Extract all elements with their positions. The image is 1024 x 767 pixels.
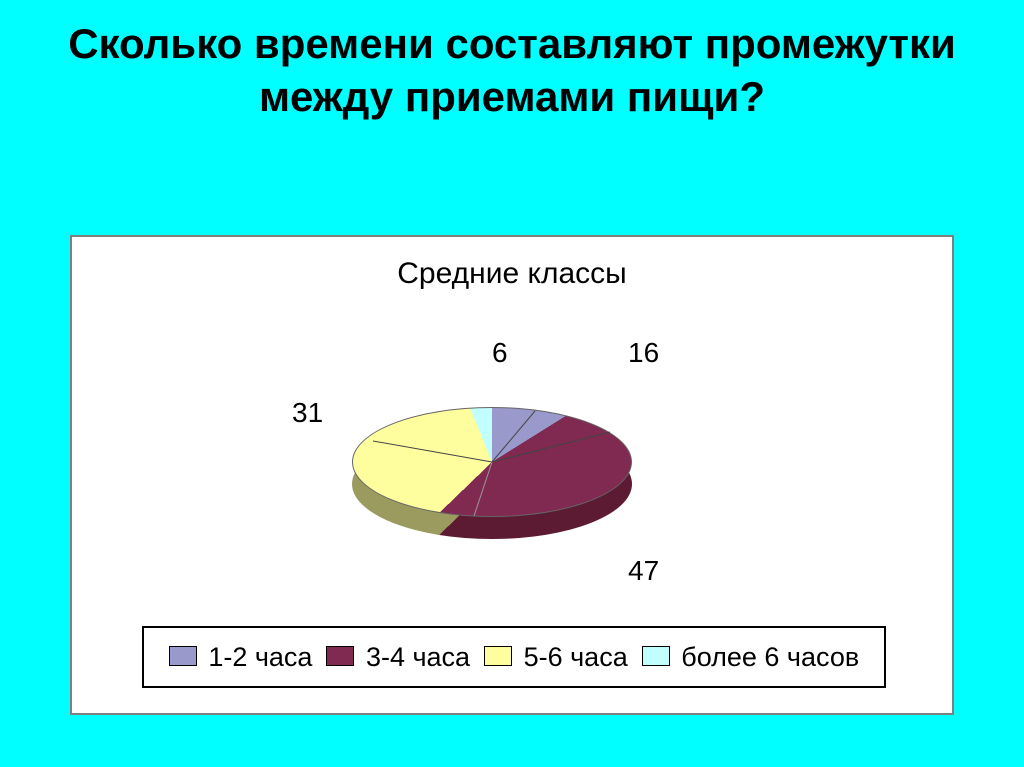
legend-swatch-0 (169, 646, 197, 666)
value-label-47: 47 (628, 555, 659, 587)
legend-item-1: 3-4 часа (326, 642, 470, 673)
legend-label-1: 3-4 часа (366, 642, 470, 672)
legend-label-0: 1-2 часа (208, 642, 312, 672)
value-label-31: 31 (292, 397, 323, 429)
legend-swatch-1 (326, 646, 354, 666)
value-label-6: 6 (492, 337, 508, 369)
legend-label-3: более 6 часов (681, 642, 859, 672)
legend-swatch-2 (484, 646, 512, 666)
pie-chart (352, 407, 632, 547)
chart-panel: Средние классы 16 47 31 6 1-2 часа 3-4 ч… (70, 235, 954, 715)
legend-item-2: 5-6 часа (484, 642, 628, 673)
legend-item-3: более 6 часов (642, 642, 859, 673)
legend-swatch-3 (642, 646, 670, 666)
legend-label-2: 5-6 часа (524, 642, 628, 672)
legend-item-0: 1-2 часа (169, 642, 313, 673)
legend: 1-2 часа 3-4 часа 5-6 часа более 6 часов (142, 626, 886, 688)
slide-title: Сколько времени составляют промежутки ме… (0, 0, 1024, 123)
pie-outline-icon (352, 407, 632, 539)
slide: Сколько времени составляют промежутки ме… (0, 0, 1024, 767)
value-label-16: 16 (628, 337, 659, 369)
chart-subtitle: Средние классы (72, 257, 952, 291)
